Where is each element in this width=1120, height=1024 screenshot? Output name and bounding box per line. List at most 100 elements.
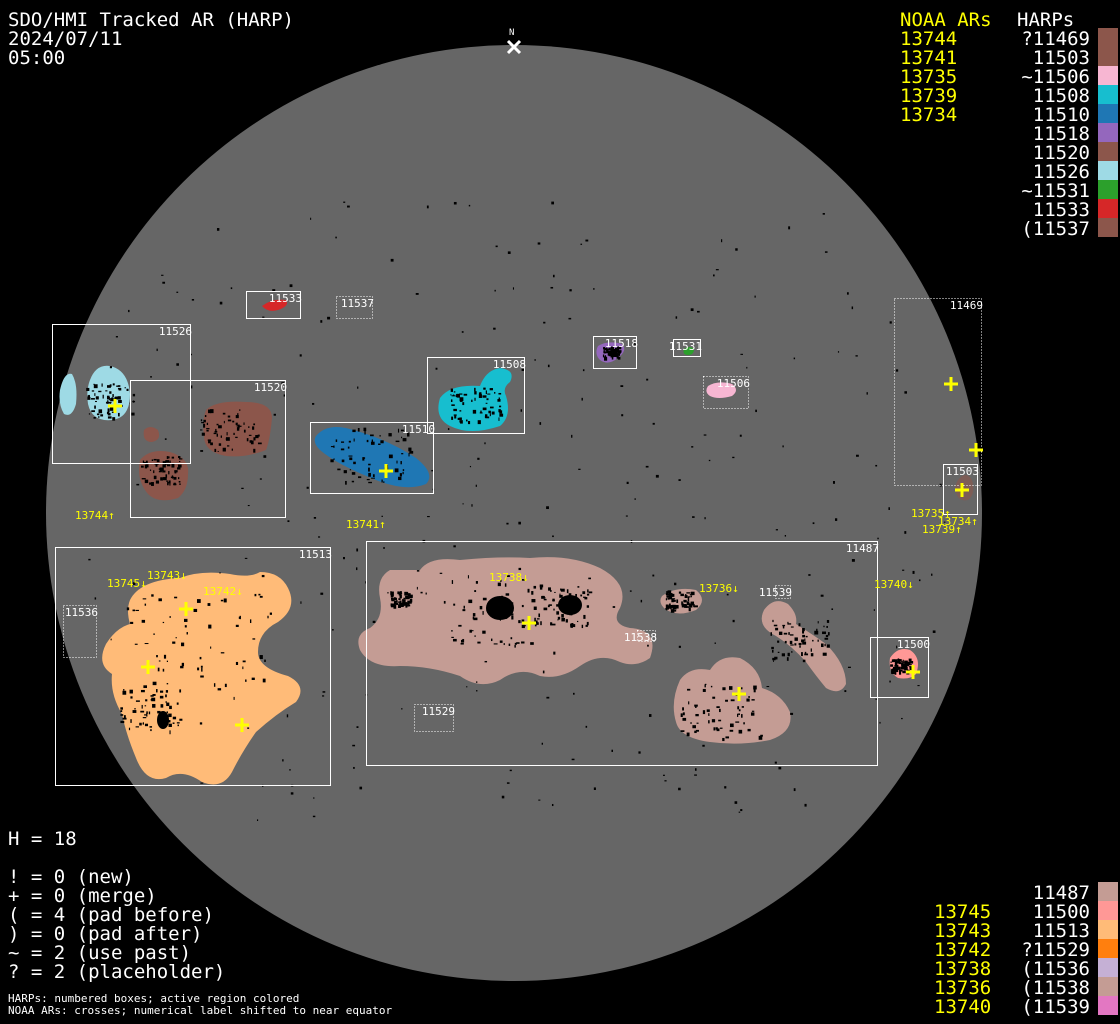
harp-box-label: 11508 — [492, 358, 526, 371]
speck — [183, 618, 188, 622]
harp-color-swatch — [1098, 180, 1118, 199]
speck — [320, 320, 323, 323]
speck — [798, 623, 801, 627]
speck — [398, 476, 402, 481]
speck — [176, 363, 179, 366]
speck — [674, 605, 679, 609]
speck — [895, 661, 898, 665]
speck — [242, 660, 246, 663]
noaa-cross-icon — [955, 483, 969, 497]
noaa-ar-entry: 13741 — [900, 47, 958, 69]
speck — [747, 728, 751, 732]
speck — [782, 625, 785, 629]
speck — [200, 419, 203, 422]
speck — [901, 663, 905, 668]
speck — [168, 723, 172, 727]
speck — [898, 662, 902, 665]
speck — [286, 714, 289, 718]
speck — [667, 597, 670, 600]
speck — [368, 472, 371, 477]
speck — [226, 445, 230, 447]
speck — [453, 408, 457, 412]
noaa-label: 13742↓ — [203, 585, 243, 598]
speck — [223, 420, 225, 424]
speck — [130, 696, 133, 699]
harp-entry: ?11469 — [1021, 28, 1090, 50]
speck — [504, 583, 507, 587]
speck — [151, 459, 154, 461]
speck — [227, 419, 232, 422]
speck — [485, 402, 488, 404]
speck — [824, 637, 829, 640]
speck — [398, 598, 401, 600]
speck — [253, 448, 256, 453]
speck — [91, 410, 95, 413]
speck — [199, 722, 203, 725]
harp-box-label: 11487 — [845, 542, 879, 555]
speck — [680, 713, 683, 717]
speck — [357, 386, 359, 389]
speck — [134, 708, 136, 710]
speck — [687, 688, 691, 691]
speck — [801, 652, 803, 657]
speck — [875, 698, 877, 701]
speck — [469, 465, 472, 468]
speck — [907, 661, 911, 666]
speck — [342, 460, 344, 462]
speck — [584, 596, 588, 600]
stat-line: ? = 2 (placeholder) — [8, 961, 226, 983]
speck — [741, 687, 743, 690]
speck — [794, 637, 798, 641]
speck — [409, 594, 413, 598]
speck — [235, 415, 239, 419]
speck — [269, 612, 272, 615]
speck — [341, 441, 345, 443]
speck — [451, 416, 454, 420]
speck — [472, 613, 476, 617]
speck — [460, 642, 464, 645]
speck — [559, 593, 561, 596]
speck — [120, 720, 125, 724]
harp-box-11538 — [637, 630, 656, 642]
speck — [506, 575, 510, 578]
speck — [224, 683, 227, 688]
speck — [232, 420, 235, 423]
speck — [160, 690, 164, 693]
speck — [725, 736, 730, 739]
region-11531 — [683, 347, 694, 355]
speck — [353, 766, 355, 769]
speck — [580, 594, 583, 597]
speck — [828, 632, 830, 636]
speck — [243, 422, 245, 425]
speck — [708, 459, 711, 462]
speck — [593, 288, 595, 290]
speck — [472, 409, 477, 414]
speck — [484, 660, 488, 663]
speck — [479, 605, 483, 610]
speck — [186, 632, 188, 635]
harp-box-label: 11537 — [340, 297, 374, 310]
speck — [750, 712, 755, 716]
speck — [91, 390, 95, 392]
speck — [686, 601, 690, 606]
speck — [520, 409, 522, 412]
speck — [390, 591, 394, 596]
harp-color-swatch — [1098, 199, 1118, 218]
speck — [393, 597, 397, 601]
speck — [200, 675, 204, 678]
speck — [471, 630, 474, 632]
speck — [98, 415, 100, 419]
speck — [112, 417, 116, 421]
speck — [794, 643, 797, 646]
speck — [123, 715, 126, 719]
speck — [546, 696, 550, 699]
speck — [499, 619, 501, 621]
speck — [453, 391, 456, 393]
speck — [160, 467, 164, 471]
speck — [153, 633, 155, 635]
speck — [542, 670, 545, 674]
speck — [347, 446, 350, 449]
speck — [902, 659, 904, 664]
speck — [908, 658, 912, 662]
speck — [499, 640, 503, 643]
